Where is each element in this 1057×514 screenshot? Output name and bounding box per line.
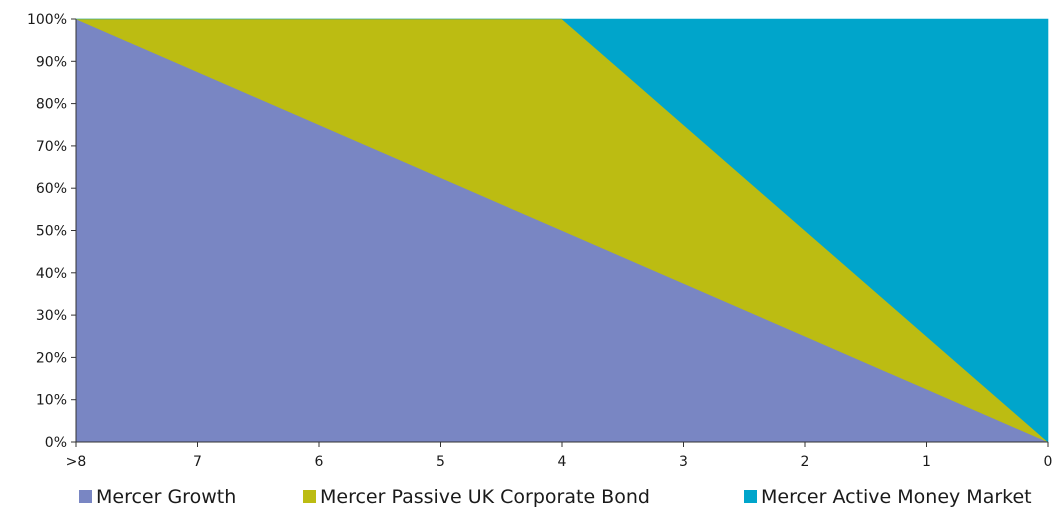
y-tick-label: 50% <box>36 224 67 240</box>
legend: Mercer Growth Mercer Passive UK Corporate… <box>79 486 1032 508</box>
y-tick-label: 40% <box>36 266 67 282</box>
y-tick-label: 100% <box>27 12 67 28</box>
y-tick-label: 20% <box>36 350 67 366</box>
x-tick-label: 2 <box>801 454 810 470</box>
x-tick-label: 3 <box>679 454 688 470</box>
x-tick-label: 1 <box>922 454 931 470</box>
y-tick-label: 80% <box>36 97 67 113</box>
y-tick-label: 30% <box>36 308 67 324</box>
plot-areas <box>75 18 1049 443</box>
y-tick-label: 60% <box>36 181 67 197</box>
area-series-3 <box>76 18 1049 443</box>
legend-swatch <box>744 490 757 503</box>
x-tick-label: 7 <box>193 454 202 470</box>
y-tick-label: 0% <box>45 435 67 451</box>
legend-swatch <box>79 490 92 503</box>
y-tick-label: 90% <box>36 54 67 70</box>
x-tick-label: >8 <box>66 454 87 470</box>
x-tick-label: 0 <box>1044 454 1053 470</box>
legend-label: Mercer Passive UK Corporate Bond <box>320 486 650 508</box>
x-tick-label: 4 <box>558 454 567 470</box>
x-tick-label: 5 <box>436 454 445 470</box>
legend-label: Mercer Active Money Market <box>761 486 1032 508</box>
y-tick-label: 10% <box>36 393 67 409</box>
y-axis-ticks: 0% 10% 20% 30% 40% 50% 60% 70% 80% 90% 100% <box>27 12 76 451</box>
y-tick-label: 70% <box>36 139 67 155</box>
x-axis-ticks: >8 7 6 5 4 3 2 1 0 <box>66 442 1053 470</box>
legend-swatch <box>303 490 316 503</box>
x-tick-label: 6 <box>315 454 324 470</box>
legend-label: Mercer Growth <box>96 486 236 508</box>
